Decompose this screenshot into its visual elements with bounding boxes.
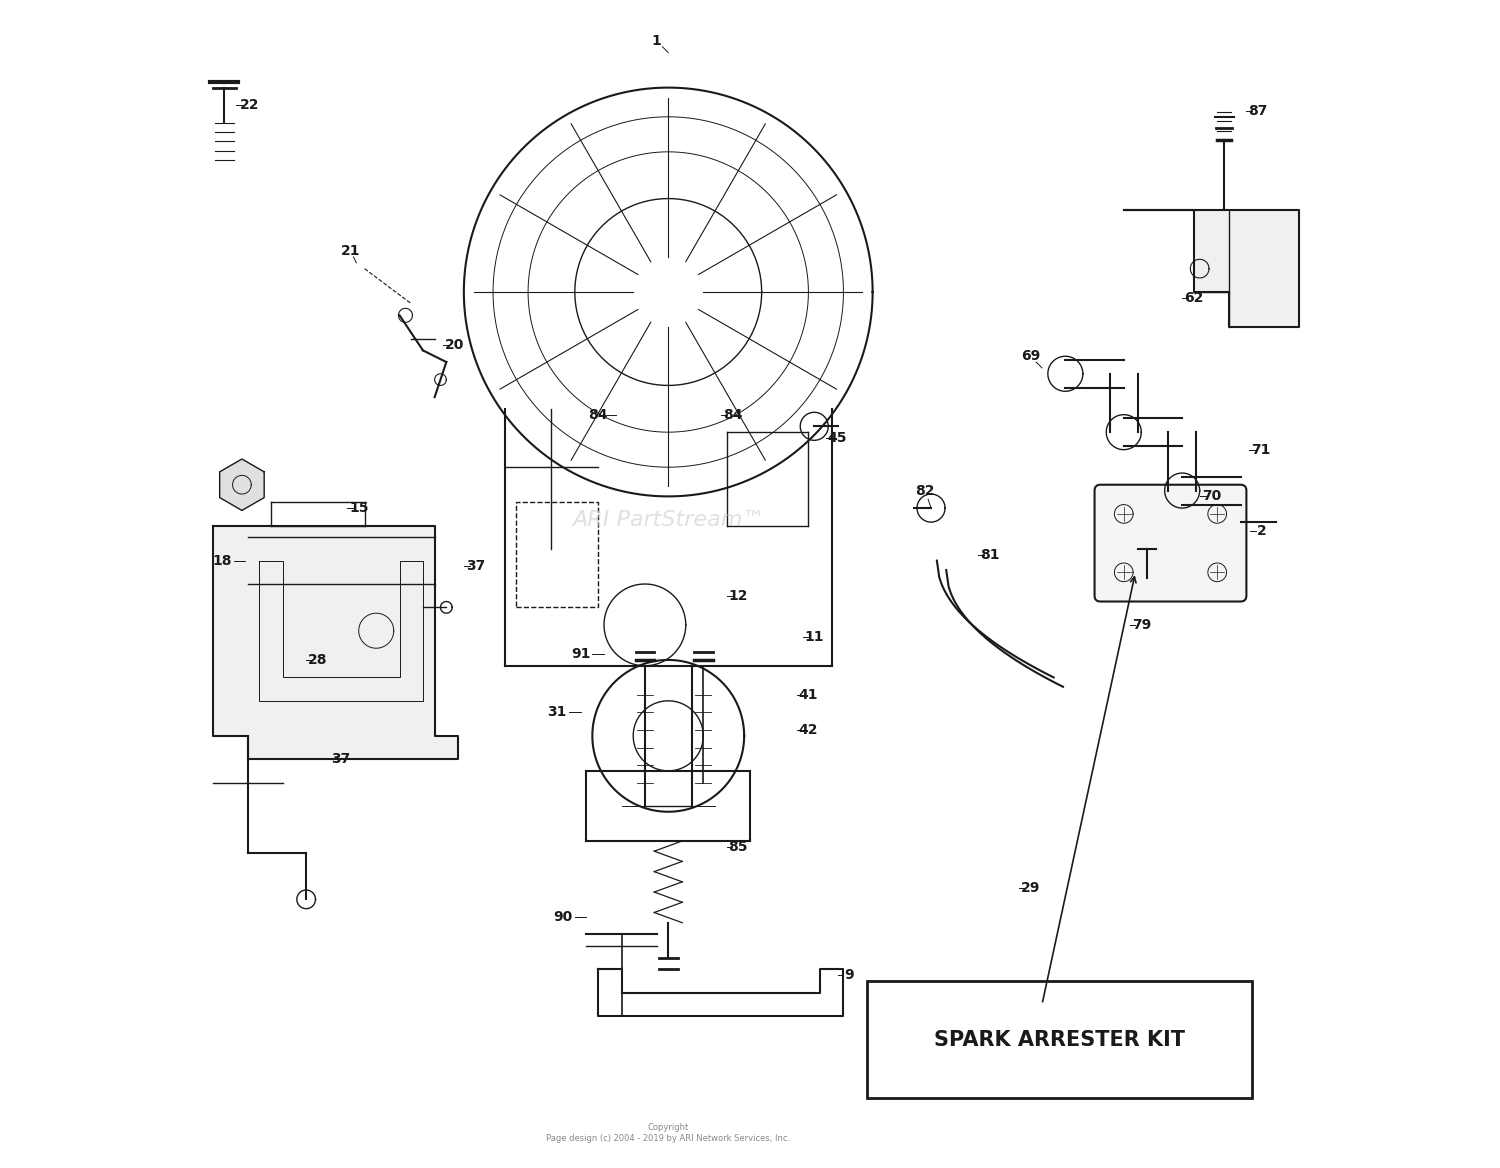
- Text: 81: 81: [980, 548, 999, 562]
- Text: 2: 2: [1257, 524, 1266, 538]
- Text: 37: 37: [466, 559, 484, 573]
- Bar: [516, 502, 599, 607]
- Text: 91: 91: [572, 647, 591, 661]
- Text: 28: 28: [308, 653, 327, 667]
- Text: 11: 11: [804, 630, 824, 644]
- Text: 37: 37: [332, 752, 351, 766]
- Text: SPARK ARRESTER KIT: SPARK ARRESTER KIT: [934, 1029, 1185, 1050]
- Text: Copyright
Page design (c) 2004 - 2019 by ARI Network Services, Inc.: Copyright Page design (c) 2004 - 2019 by…: [546, 1124, 790, 1142]
- Text: 71: 71: [1251, 443, 1270, 457]
- Text: 45: 45: [828, 431, 848, 445]
- Text: 22: 22: [240, 98, 260, 112]
- Text: 12: 12: [729, 589, 748, 603]
- Polygon shape: [213, 526, 458, 759]
- Text: 41: 41: [798, 688, 818, 702]
- Text: 42: 42: [798, 723, 818, 737]
- Text: 87: 87: [1248, 104, 1268, 118]
- Text: 84: 84: [588, 408, 608, 422]
- Text: 84: 84: [723, 408, 742, 422]
- Text: 18: 18: [213, 554, 232, 568]
- Text: 21: 21: [340, 244, 360, 258]
- FancyBboxPatch shape: [1095, 485, 1246, 602]
- Text: 29: 29: [1020, 881, 1040, 895]
- Text: 20: 20: [446, 338, 464, 352]
- Text: 79: 79: [1131, 618, 1150, 632]
- Text: 31: 31: [548, 705, 567, 719]
- Text: 90: 90: [554, 910, 573, 924]
- Text: 9: 9: [844, 968, 853, 982]
- Bar: [867, 981, 1252, 1098]
- Text: 70: 70: [1202, 489, 1221, 503]
- Text: 82: 82: [915, 484, 934, 498]
- Text: ARI PartStream™: ARI PartStream™: [572, 509, 765, 530]
- Text: 85: 85: [729, 840, 748, 854]
- Text: 1: 1: [651, 34, 662, 48]
- Text: 69: 69: [1020, 349, 1040, 363]
- Polygon shape: [219, 459, 264, 510]
- Text: 62: 62: [1184, 291, 1203, 305]
- Text: 15: 15: [350, 501, 369, 515]
- Polygon shape: [1124, 210, 1299, 327]
